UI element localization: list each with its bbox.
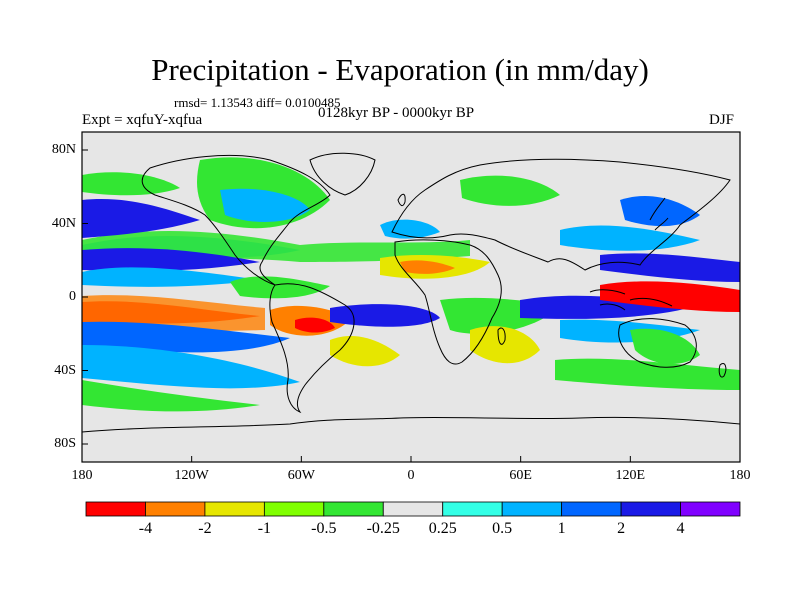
field-patch <box>82 321 290 353</box>
lon-label: 120W <box>174 468 209 483</box>
field-patch <box>330 335 400 367</box>
coast-indonesia <box>589 289 673 311</box>
map-title: Precipitation - Evaporation (in mm/day) <box>151 52 649 87</box>
field-patch <box>295 317 335 333</box>
coast-uk <box>397 193 406 207</box>
lat-label: 0 <box>69 289 76 304</box>
lat-label: 40N <box>51 215 76 231</box>
season-label: DJF <box>709 112 735 128</box>
colorbar-label: -1 <box>257 520 272 537</box>
coast-madagascar <box>497 327 506 345</box>
field-patch <box>560 225 700 251</box>
lat-label: 80N <box>51 142 76 157</box>
colorbar <box>85 501 741 517</box>
colorbar-label: -0.25 <box>366 520 400 537</box>
colorbar-label: 4 <box>676 520 685 537</box>
colorbar-label: -4 <box>138 520 153 537</box>
field-patch <box>620 195 700 227</box>
lon-label: 180 <box>71 468 93 483</box>
field-patch <box>380 219 440 239</box>
colorbar-label: 0.5 <box>492 520 513 537</box>
colorbar-label: 1 <box>557 520 566 537</box>
lon-label: 120E <box>615 468 646 483</box>
lon-label: 60E <box>509 468 532 483</box>
lat-label: 40S <box>54 362 76 378</box>
field-patch <box>82 267 260 287</box>
coast-greenland <box>309 152 376 196</box>
field-patch <box>220 188 310 222</box>
coast-antarctica <box>82 416 740 433</box>
coast-north-america <box>141 154 331 286</box>
lat-label: 80S <box>54 436 76 451</box>
field-patch <box>600 281 740 312</box>
stats-text: rmsd= 1.13543 diff= 0.0100485 <box>174 95 341 110</box>
field-patch <box>330 304 440 327</box>
colorbar-swatch <box>323 501 384 517</box>
colorbar-label: 2 <box>617 520 626 537</box>
field-patch <box>600 253 740 282</box>
coast-eurasia <box>391 158 731 271</box>
colorbar-label: -0.5 <box>311 520 337 537</box>
field-patch <box>230 276 330 299</box>
lon-label: 0 <box>407 468 415 483</box>
colorbar-swatch <box>382 501 444 517</box>
coast-africa <box>394 239 502 365</box>
field-patch <box>400 260 455 274</box>
axis-ticks <box>81 149 741 462</box>
colorbar-swatch <box>561 501 622 517</box>
field-patch <box>82 380 260 412</box>
field-patch <box>555 358 740 390</box>
colorbar-swatch <box>204 501 265 517</box>
coast-australia <box>618 318 697 368</box>
colorbar-swatch <box>680 501 741 517</box>
field-patch <box>460 175 560 206</box>
colorbar-label: -2 <box>198 520 212 537</box>
colorbar-swatch <box>442 501 503 517</box>
coast-japan <box>649 197 669 231</box>
lon-label: 180 <box>729 468 751 483</box>
field-patch <box>82 345 300 389</box>
colorbar-swatch <box>85 501 146 517</box>
field-patch <box>82 199 200 238</box>
colorbar-swatch <box>145 501 206 517</box>
colorbar-swatch <box>263 501 325 517</box>
colorbar-label: 0.25 <box>428 520 457 537</box>
field-layer <box>82 157 740 412</box>
field-patch <box>630 328 700 365</box>
lon-label: 60W <box>287 468 315 483</box>
period-label: 0128kyr BP - 0000kyr BP <box>318 105 475 121</box>
coastlines <box>82 152 740 433</box>
field-patch <box>470 326 540 364</box>
field-patch <box>82 248 260 272</box>
coast-new-zealand <box>718 362 727 378</box>
experiment-label: Expt = xqfuY-xqfua <box>82 112 203 128</box>
colorbar-swatch <box>620 501 681 517</box>
coast-south-america <box>269 283 355 414</box>
colorbar-swatch <box>501 501 563 517</box>
field-patch <box>82 172 180 196</box>
